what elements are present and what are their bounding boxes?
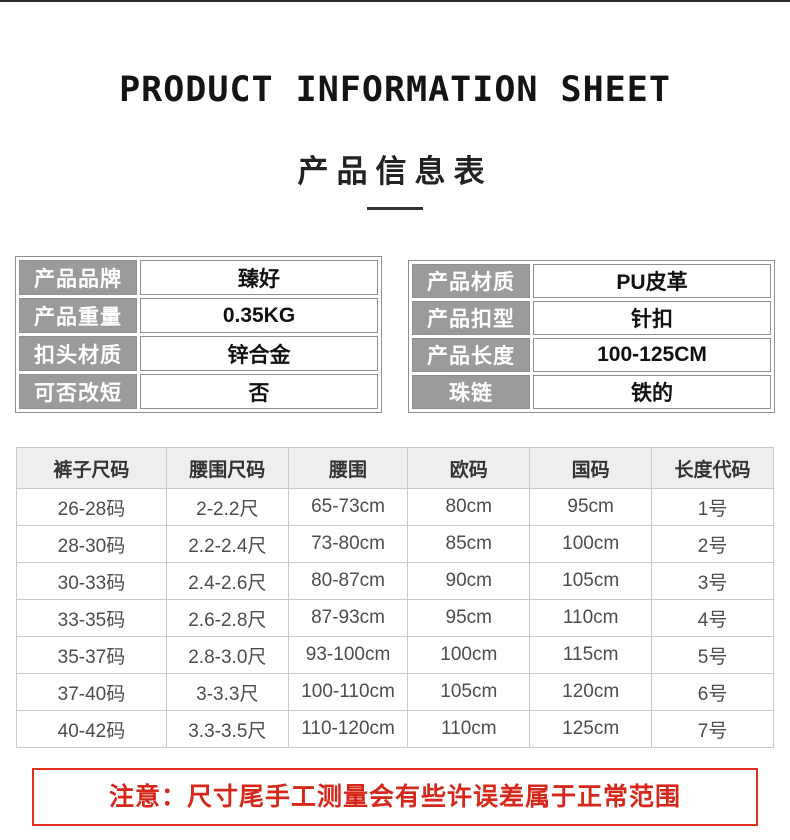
- size-chart-row-5: 35-37码 2.8-3.0尺 93-100cm 100cm 115cm 5号: [16, 636, 774, 674]
- cell-cn-size: 100cm: [529, 525, 653, 563]
- cell-pants-size: 35-37码: [16, 636, 167, 674]
- cell-pants-size: 26-28码: [16, 488, 167, 526]
- cell-waist-chi: 2.8-3.0尺: [165, 636, 289, 674]
- cell-waist-chi: 2.2-2.4尺: [165, 525, 289, 563]
- cell-eu-size: 95cm: [407, 599, 531, 637]
- warning-text: 注意：尺寸尾手工测量会有些许误差属于正常范围: [108, 783, 681, 811]
- size-chart-row-4: 33-35码 2.6-2.8尺 87-93cm 95cm 110cm 4号: [16, 599, 774, 637]
- attr-label-buckle-material: 扣头材质: [19, 336, 137, 371]
- cell-waist-chi: 2.6-2.8尺: [165, 599, 289, 637]
- cell-cn-size: 125cm: [529, 710, 653, 748]
- warning-box: 注意：尺寸尾手工测量会有些许误差属于正常范围: [32, 768, 758, 826]
- cell-waist-cm: 100-110cm: [287, 673, 409, 711]
- attr-value-buckle-type: 针扣: [533, 301, 771, 335]
- attr-row-material: 产品材质 PU皮革: [412, 264, 771, 298]
- attr-label-brand: 产品品牌: [19, 260, 137, 295]
- attr-value-weight: 0.35KG: [140, 298, 378, 333]
- attr-value-bead-chain: 铁的: [533, 375, 771, 409]
- attr-row-buckle-type: 产品扣型 针扣: [412, 301, 771, 335]
- column-header-eu-size: 欧码: [407, 447, 531, 489]
- cell-length-code: 6号: [651, 673, 774, 711]
- cell-length-code: 3号: [651, 562, 774, 600]
- attr-value-buckle-material: 锌合金: [140, 336, 378, 371]
- attr-label-weight: 产品重量: [19, 298, 137, 333]
- column-header-cn-size: 国码: [529, 447, 653, 489]
- page-title-english: PRODUCT INFORMATION SHEET: [119, 70, 671, 110]
- cell-length-code: 4号: [651, 599, 774, 637]
- cell-length-code: 1号: [651, 488, 774, 526]
- cell-waist-cm: 80-87cm: [287, 562, 409, 600]
- top-edge-divider: [0, 0, 790, 2]
- cell-eu-size: 80cm: [407, 488, 531, 526]
- product-attributes-section: 产品品牌 臻好 产品重量 0.35KG 扣头材质 锌合金 可否改短 否 产品材质…: [0, 256, 790, 413]
- cell-cn-size: 115cm: [529, 636, 653, 674]
- cell-waist-cm: 93-100cm: [287, 636, 409, 674]
- cell-waist-cm: 110-120cm: [287, 710, 409, 748]
- size-chart-row-7: 40-42码 3.3-3.5尺 110-120cm 110cm 125cm 7号: [16, 710, 774, 748]
- attr-row-shortenable: 可否改短 否: [19, 374, 378, 409]
- size-chart-header-row: 裤子尺码 腰围尺码 腰围 欧码 国码 长度代码: [16, 447, 774, 489]
- cell-length-code: 2号: [651, 525, 774, 563]
- cell-eu-size: 100cm: [407, 636, 531, 674]
- cell-waist-chi: 3-3.3尺: [165, 673, 289, 711]
- attributes-table-left: 产品品牌 臻好 产品重量 0.35KG 扣头材质 锌合金 可否改短 否: [15, 256, 382, 413]
- cell-waist-chi: 2.4-2.6尺: [165, 562, 289, 600]
- attr-label-buckle-type: 产品扣型: [412, 301, 530, 335]
- attr-value-shortenable: 否: [140, 374, 378, 409]
- cell-waist-chi: 2-2.2尺: [165, 488, 289, 526]
- size-chart-row-2: 28-30码 2.2-2.4尺 73-80cm 85cm 100cm 2号: [16, 525, 774, 563]
- attr-label-bead-chain: 珠链: [412, 375, 530, 409]
- attr-row-bead-chain: 珠链 铁的: [412, 375, 771, 409]
- cell-pants-size: 33-35码: [16, 599, 167, 637]
- cell-cn-size: 120cm: [529, 673, 653, 711]
- cell-length-code: 7号: [651, 710, 774, 748]
- cell-cn-size: 110cm: [529, 599, 653, 637]
- cell-eu-size: 90cm: [407, 562, 531, 600]
- attr-label-length: 产品长度: [412, 338, 530, 372]
- cell-waist-cm: 73-80cm: [287, 525, 409, 563]
- attr-row-brand: 产品品牌 臻好: [19, 260, 378, 295]
- attr-value-brand: 臻好: [140, 260, 378, 295]
- attr-row-buckle-material: 扣头材质 锌合金: [19, 336, 378, 371]
- size-chart-row-1: 26-28码 2-2.2尺 65-73cm 80cm 95cm 1号: [16, 488, 774, 526]
- attr-row-weight: 产品重量 0.35KG: [19, 298, 378, 333]
- cell-eu-size: 110cm: [407, 710, 531, 748]
- cell-waist-chi: 3.3-3.5尺: [165, 710, 289, 748]
- cell-pants-size: 40-42码: [16, 710, 167, 748]
- cell-eu-size: 105cm: [407, 673, 531, 711]
- attributes-table-right: 产品材质 PU皮革 产品扣型 针扣 产品长度 100-125CM 珠链 铁的: [408, 260, 775, 413]
- cell-cn-size: 105cm: [529, 562, 653, 600]
- size-chart-row-3: 30-33码 2.4-2.6尺 80-87cm 90cm 105cm 3号: [16, 562, 774, 600]
- size-chart-row-6: 37-40码 3-3.3尺 100-110cm 105cm 120cm 6号: [16, 673, 774, 711]
- column-header-waist-size-chi: 腰围尺码: [165, 447, 289, 489]
- column-header-pants-size: 裤子尺码: [16, 447, 167, 489]
- attr-row-length: 产品长度 100-125CM: [412, 338, 771, 372]
- cell-waist-cm: 87-93cm: [287, 599, 409, 637]
- attr-label-shortenable: 可否改短: [19, 374, 137, 409]
- cell-pants-size: 30-33码: [16, 562, 167, 600]
- title-underline: [367, 207, 423, 210]
- page-title-chinese: 产品信息表: [297, 154, 493, 189]
- cell-cn-size: 95cm: [529, 488, 653, 526]
- cell-pants-size: 37-40码: [16, 673, 167, 711]
- cell-length-code: 5号: [651, 636, 774, 674]
- attr-value-length: 100-125CM: [533, 338, 771, 372]
- cell-waist-cm: 65-73cm: [287, 488, 409, 526]
- column-header-length-code: 长度代码: [651, 447, 774, 489]
- cell-eu-size: 85cm: [407, 525, 531, 563]
- size-chart-table: 裤子尺码 腰围尺码 腰围 欧码 国码 长度代码 26-28码 2-2.2尺 65…: [16, 447, 774, 748]
- column-header-waist: 腰围: [287, 447, 409, 489]
- attr-value-material: PU皮革: [533, 264, 771, 298]
- cell-pants-size: 28-30码: [16, 525, 167, 563]
- attr-label-material: 产品材质: [412, 264, 530, 298]
